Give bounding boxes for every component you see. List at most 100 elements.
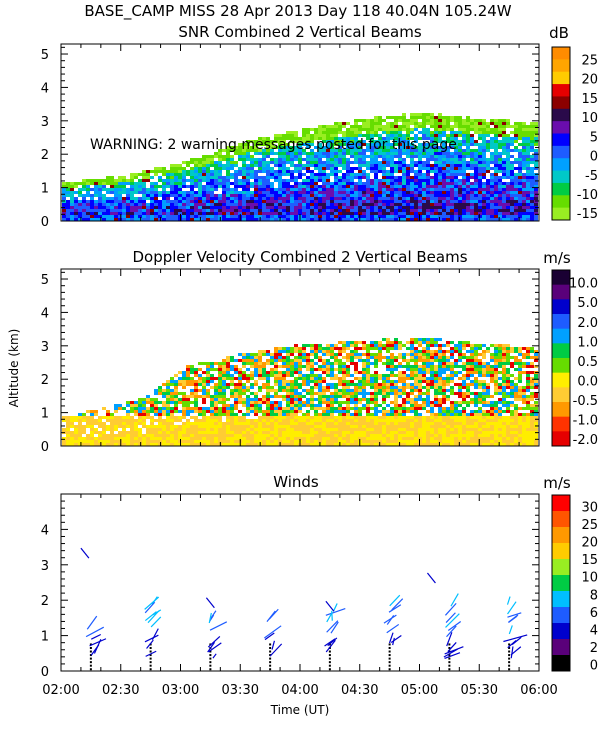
heatmap-cell: [402, 128, 406, 131]
heatmap-cell: [394, 185, 398, 188]
heatmap-cell: [326, 161, 330, 164]
heatmap-cell: [450, 164, 454, 167]
heatmap-cell: [370, 185, 374, 188]
heatmap-cell: [490, 167, 494, 170]
heatmap-cell: [142, 218, 146, 221]
heatmap-cell: [222, 440, 226, 443]
heatmap-cell: [446, 197, 450, 200]
heatmap-cell: [278, 158, 282, 161]
heatmap-cell: [226, 434, 230, 437]
heatmap-cell: [118, 437, 122, 440]
heatmap-cell: [334, 161, 338, 164]
heatmap-cell: [294, 134, 298, 137]
heatmap-cell: [482, 131, 486, 134]
heatmap-cell: [370, 155, 374, 158]
heatmap-cell: [298, 185, 302, 188]
heatmap-cell: [178, 185, 182, 188]
heatmap-cell: [122, 179, 126, 182]
heatmap-cell: [522, 155, 526, 158]
heatmap-cell: [282, 194, 286, 197]
heatmap-cell: [426, 152, 430, 155]
heatmap-cell: [354, 419, 358, 422]
heatmap-cell: [514, 194, 518, 197]
heatmap-cell: [338, 155, 342, 158]
heatmap-cell: [450, 203, 454, 206]
heatmap-cell: [322, 206, 326, 209]
heatmap-cell: [186, 200, 190, 203]
heatmap-cell: [330, 434, 334, 437]
heatmap-cell: [278, 152, 282, 155]
heatmap-cell: [458, 170, 462, 173]
heatmap-cell: [230, 425, 234, 428]
heatmap-cell: [122, 431, 126, 434]
heatmap-cell: [390, 356, 394, 359]
heatmap-cell: [358, 380, 362, 383]
heatmap-cell: [498, 161, 502, 164]
heatmap-cell: [486, 218, 490, 221]
heatmap-cell: [154, 440, 158, 443]
heatmap-cell: [198, 161, 202, 164]
heatmap-cell: [178, 377, 182, 380]
heatmap-cell: [338, 434, 342, 437]
heatmap-cell: [306, 182, 310, 185]
heatmap-cell: [458, 131, 462, 134]
heatmap-cell: [310, 389, 314, 392]
heatmap-cell: [206, 182, 210, 185]
heatmap-cell: [250, 191, 254, 194]
heatmap-cell: [458, 119, 462, 122]
colorbar-segment: [552, 133, 570, 147]
heatmap-cell: [354, 155, 358, 158]
heatmap-cell: [274, 362, 278, 365]
heatmap-cell: [214, 440, 218, 443]
heatmap-cell: [82, 437, 86, 440]
heatmap-cell: [210, 176, 214, 179]
heatmap-cell: [398, 152, 402, 155]
heatmap-cell: [238, 182, 242, 185]
heatmap-cell: [142, 440, 146, 443]
heatmap-cell: [502, 170, 506, 173]
heatmap-cell: [122, 206, 126, 209]
heatmap-cell: [174, 440, 178, 443]
heatmap-cell: [346, 374, 350, 377]
heatmap-cell: [458, 194, 462, 197]
heatmap-cell: [342, 395, 346, 398]
heatmap-cell: [298, 155, 302, 158]
heatmap-cell: [514, 140, 518, 143]
heatmap-cell: [430, 140, 434, 143]
heatmap-cell: [506, 140, 510, 143]
heatmap-cell: [198, 158, 202, 161]
heatmap-cell: [98, 215, 102, 218]
heatmap-cell: [138, 431, 142, 434]
heatmap-cell: [446, 215, 450, 218]
heatmap-cell: [502, 167, 506, 170]
heatmap-cell: [478, 149, 482, 152]
heatmap-cell: [394, 395, 398, 398]
heatmap-cell: [458, 167, 462, 170]
heatmap-cell: [262, 215, 266, 218]
heatmap-cell: [118, 416, 122, 419]
heatmap-cell: [246, 218, 250, 221]
heatmap-cell: [254, 185, 258, 188]
heatmap-cell: [102, 434, 106, 437]
heatmap-cell: [230, 161, 234, 164]
heatmap-cell: [354, 128, 358, 131]
heatmap-cell: [150, 191, 154, 194]
heatmap-cell: [358, 128, 362, 131]
heatmap-cell: [210, 380, 214, 383]
heatmap-cell: [434, 119, 438, 122]
heatmap-cell: [390, 419, 394, 422]
heatmap-cell: [462, 143, 466, 146]
heatmap-cell: [310, 344, 314, 347]
heatmap-cell: [282, 206, 286, 209]
colorbar-segment: [552, 182, 570, 196]
heatmap-cell: [214, 194, 218, 197]
heatmap-cell: [182, 173, 186, 176]
heatmap-cell: [126, 437, 130, 440]
heatmap-cell: [158, 425, 162, 428]
heatmap-cell: [410, 218, 414, 221]
heatmap-cell: [354, 161, 358, 164]
heatmap-cell: [438, 191, 442, 194]
heatmap-cell: [430, 212, 434, 215]
heatmap-cell: [322, 353, 326, 356]
heatmap-cell: [390, 155, 394, 158]
